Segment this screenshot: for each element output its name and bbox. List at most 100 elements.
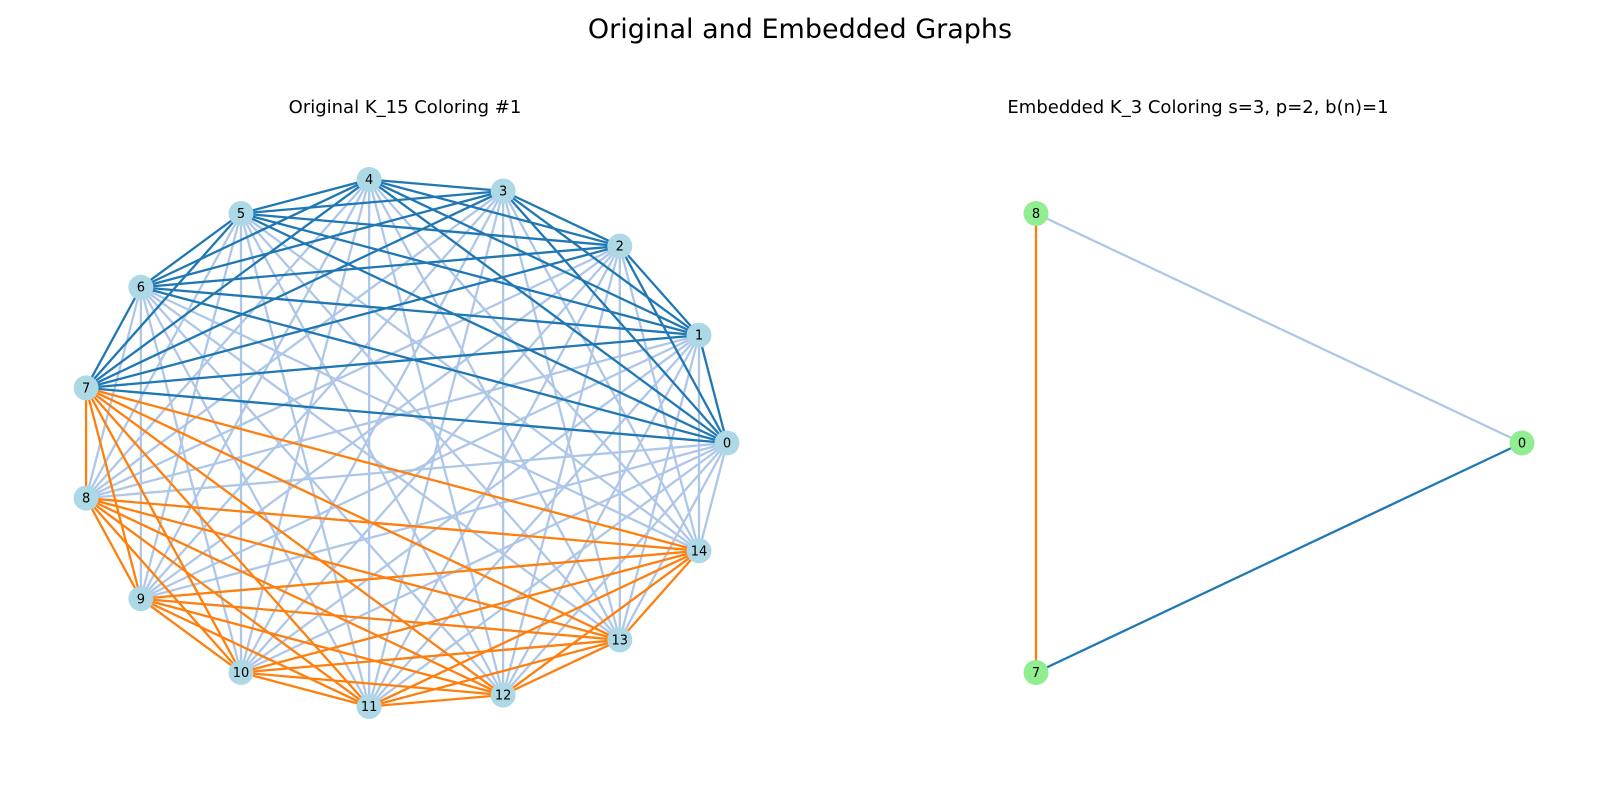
node-circle [228,659,254,685]
node-circle [356,166,382,192]
node-7: 7 [73,375,99,401]
right-graph-title: Embedded K_3 Coloring s=3, p=2, b(n)=1 [1007,97,1388,118]
edge-2-4 [368,178,621,248]
edge-13-14 [618,550,700,641]
edge-3-7 [85,189,504,389]
node-6: 6 [128,274,154,300]
node-circle [490,178,516,204]
edge-8-10 [85,497,242,674]
node-9: 9 [128,586,154,612]
edge-8-12 [85,497,504,697]
edge-6-10 [139,286,243,673]
edge-0-11 [368,442,728,708]
right-graph-edges [1034,212,1523,674]
edge-5-8 [85,212,243,499]
edge-3-9 [140,190,504,600]
edge-0-8 [85,441,728,500]
edge-11-12 [369,693,504,708]
node-circle [607,233,633,259]
edge-10-14 [240,549,700,674]
node-label: 3 [499,184,507,199]
node-circle [128,586,154,612]
edge-1-3 [502,190,700,337]
edge-1-7 [85,334,700,390]
edge-1-10 [240,334,700,674]
edge-9-14 [140,549,700,600]
node-0: 0 [1509,430,1535,456]
edge-7-12 [85,386,504,696]
edge-0-12 [502,442,728,696]
node-label: 8 [82,492,90,507]
edge-2-6 [140,244,620,289]
edge-7-11 [85,387,370,708]
edge-9-12 [140,597,504,697]
edge-6-11 [139,286,371,708]
edge-1-4 [368,178,700,337]
edge-2-7 [85,244,621,390]
node-8: 8 [73,485,99,511]
node-12: 12 [490,682,516,708]
node-8: 8 [1023,201,1049,227]
edge-10-13 [240,638,620,674]
edge-1-11 [368,334,700,708]
edge-5-14 [240,212,700,552]
node-label: 11 [361,700,378,715]
node-label: 7 [1032,666,1040,681]
edge-1-6 [140,286,700,337]
left-graph-edges [84,178,729,708]
edge-0-9 [140,441,728,600]
figure-title: Original and Embedded Graphs [588,14,1012,45]
node-label: 0 [723,437,731,452]
node-circle [356,694,382,720]
edge-1-13 [618,334,701,641]
edge-7-10 [85,387,243,674]
edge-3-6 [140,189,504,289]
edge-0-1 [697,334,729,444]
edge-9-13 [140,597,620,642]
node-7: 7 [1023,659,1049,685]
edge-4-10 [239,179,371,673]
edge-3-5 [240,189,504,215]
edge-7-9 [84,387,142,600]
edge-4-5 [240,178,370,215]
edge-7-14 [85,386,700,552]
edge-1-5 [240,212,700,337]
edge-0-5 [240,212,728,445]
right-graph-nodes: 0 8 7 [1023,201,1535,685]
node-label: 0 [1518,437,1526,452]
edge-2-5 [240,212,620,248]
node-label: 9 [137,592,145,607]
edge-2-3 [502,189,621,248]
node-circle [490,682,516,708]
node-11: 11 [356,694,382,720]
node-circle [714,430,740,456]
left-graph-panel: Original K_15 Coloring #1 01234567891011… [73,97,740,720]
node-label: 12 [495,689,512,704]
edge-8-13 [85,496,621,642]
node-10: 10 [228,659,254,685]
edge-0-14 [697,442,729,552]
edge-2-14 [618,245,701,552]
node-label: 14 [691,544,708,559]
node-circle [73,375,99,401]
edge-4-8 [85,178,370,499]
node-label: 2 [616,240,624,255]
edge-7-13 [85,386,621,641]
edge-12-14 [502,549,700,696]
node-label: 8 [1032,207,1040,222]
node-circle [128,274,154,300]
edge-8-9 [85,497,142,600]
edge-0-6 [140,286,728,445]
edge-5-6 [140,212,242,289]
edge-3-14 [502,190,700,552]
node-circle [1509,430,1535,456]
node-circle [1023,659,1049,685]
edge-4-7 [85,178,370,389]
edge-5-9 [139,213,243,600]
node-13: 13 [607,627,633,653]
edge-6-13 [140,286,621,641]
edge-4-13 [368,178,621,641]
edge-0-4 [368,178,728,444]
